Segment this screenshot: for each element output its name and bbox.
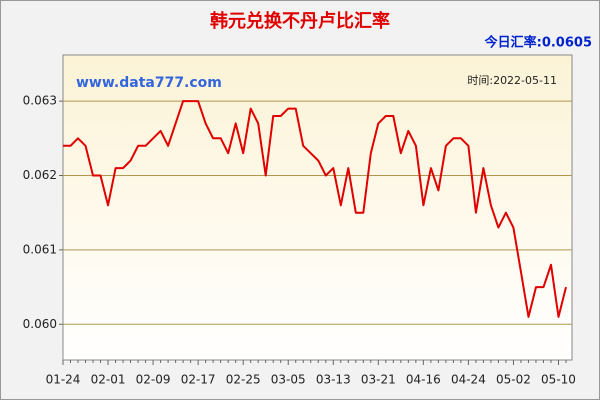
y-tick-label: 0.061 [23, 242, 57, 256]
y-tick-label: 0.063 [23, 94, 57, 108]
x-tick-label: 02-17 [181, 373, 216, 387]
x-tick-label: 04-16 [406, 373, 441, 387]
line [63, 100, 567, 318]
x-tick-label: 03-21 [361, 373, 396, 387]
watermark: www.data777.com [76, 75, 222, 91]
date-label: 时间:2022-05-11 [467, 74, 557, 87]
x-tick-label: 02-09 [136, 373, 171, 387]
chart-title: 韩元兑换不丹卢比汇率 [210, 10, 390, 32]
x-tick-label: 05-02 [496, 373, 531, 387]
x-tick-label: 02-25 [226, 373, 261, 387]
x-tick-label: 02-01 [91, 373, 126, 387]
x-tick-label: 05-10 [541, 373, 576, 387]
plot-area [62, 54, 573, 361]
x-tick-label: 03-05 [271, 373, 306, 387]
x-tick-label: 01-24 [46, 373, 81, 387]
current-rate: 今日汇率:0.0605 [484, 35, 592, 51]
x-tick-label: 03-13 [316, 373, 351, 387]
x-tick-label: 04-24 [451, 373, 486, 387]
y-tick-label: 0.060 [23, 317, 57, 331]
y-tick-label: 0.062 [23, 168, 57, 182]
